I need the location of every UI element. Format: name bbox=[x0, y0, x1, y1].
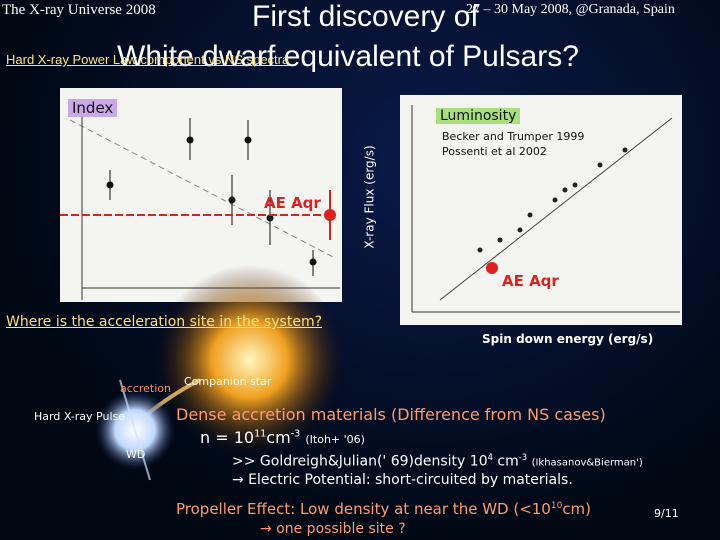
exponent: 10 bbox=[550, 501, 563, 511]
conference: The X-ray Universe 2008 bbox=[2, 2, 156, 18]
companion-label: Companion star bbox=[184, 375, 272, 388]
text: cm bbox=[492, 453, 519, 470]
note: (Ikhasanov&Bierman') bbox=[531, 457, 643, 469]
illustration bbox=[95, 265, 345, 481]
date-place: 27 – 30 May 2008, @Granada, Spain bbox=[466, 2, 675, 17]
exponent: -3 bbox=[518, 452, 528, 462]
note: (Itoh+ '06) bbox=[305, 433, 365, 446]
body-heading: Dense accretion materials (Difference fr… bbox=[176, 405, 606, 424]
title-line1: First discovery of bbox=[252, 0, 479, 33]
text: n = 10 bbox=[200, 428, 255, 447]
propeller-line: Propeller Effect: Low density at near th… bbox=[176, 500, 591, 518]
subtitle: Hard X-ray Power Law component vs NS spe… bbox=[6, 52, 290, 67]
potential-line: → Electric Potential: short-circuited by… bbox=[232, 472, 573, 488]
text: >> Goldreigh&Julian(' 69)density 10 bbox=[232, 453, 488, 470]
right-plot bbox=[400, 95, 682, 325]
y-axis-label: X-ray Flux (erg/s) bbox=[362, 145, 377, 249]
page-number: 9/11 bbox=[654, 507, 679, 520]
accretion-label: accretion bbox=[120, 382, 171, 395]
reference: Possenti et al 2002 bbox=[442, 145, 547, 158]
index-label: Index bbox=[68, 99, 118, 117]
right-target: AE Aqr bbox=[502, 272, 559, 290]
left-plot bbox=[60, 88, 342, 302]
left-target: AE Aqr bbox=[264, 194, 321, 212]
reference: Becker and Trumper 1999 bbox=[442, 130, 585, 143]
gj-line: >> Goldreigh&Julian(' 69)density 104 cm-… bbox=[232, 452, 643, 470]
text: cm) bbox=[562, 500, 592, 518]
exponent: 4 bbox=[487, 452, 493, 462]
text: Propeller Effect: Low density at near th… bbox=[176, 500, 551, 518]
question: Where is the acceleration site in the sy… bbox=[6, 314, 323, 330]
pulse-label: Hard X-ray Pulse bbox=[34, 410, 126, 423]
x-axis-label: Spin down energy (erg/s) bbox=[482, 332, 654, 346]
exponent: -3 bbox=[290, 428, 301, 440]
density-line: n = 1011cm-3 (Itoh+ '06) bbox=[200, 428, 365, 447]
title-line2: White dwarf equivalent of Pulsars? bbox=[117, 40, 579, 73]
wd-label: WD bbox=[126, 448, 146, 461]
text: cm bbox=[266, 428, 291, 447]
luminosity-label: Luminosity bbox=[436, 108, 521, 124]
site-line: → one possible site ? bbox=[260, 521, 406, 537]
exponent: 11 bbox=[254, 428, 267, 440]
